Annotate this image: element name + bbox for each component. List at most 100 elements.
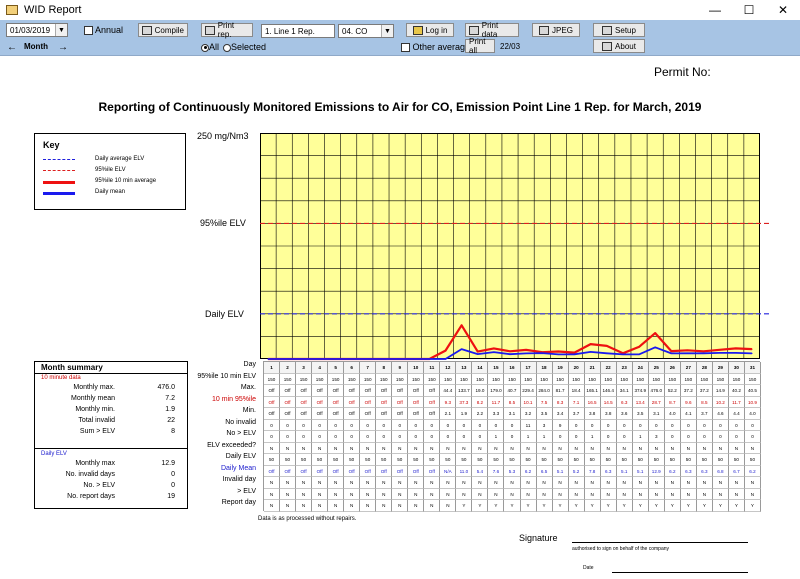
checkbox-box	[401, 43, 410, 53]
signature-note: authorised to sign on behalf of the comp…	[572, 546, 670, 552]
table-cell: 50	[424, 454, 441, 466]
jpeg-button[interactable]: JPEG	[532, 23, 580, 37]
table-row-label: 10 min 95%ile	[212, 395, 256, 403]
table-cell: 26	[664, 362, 681, 374]
table-cell: 3.1	[504, 408, 521, 420]
other-average-checkbox[interactable]: Other average	[401, 42, 470, 53]
table-cell: 1	[536, 431, 553, 443]
table-cell: 11.7	[488, 396, 505, 408]
table-cell: Off	[264, 465, 281, 477]
table-cell: 0	[472, 431, 489, 443]
about-button[interactable]: About	[593, 39, 645, 53]
table-cell: N	[520, 442, 537, 454]
table-cell: 28.7	[648, 396, 665, 408]
table-cell: 44.4	[440, 385, 457, 397]
table-cell: N	[408, 477, 425, 489]
table-cell: 6	[344, 362, 361, 374]
date-value: 01/03/2019	[10, 25, 51, 35]
table-cell: 9.6	[680, 396, 697, 408]
table-cell: N	[584, 477, 601, 489]
radio-all[interactable]: All	[201, 42, 219, 52]
table-cell: Off	[312, 396, 329, 408]
setup-button[interactable]: Setup	[593, 23, 645, 37]
signature-line	[572, 542, 748, 543]
table-cell: 0	[632, 419, 649, 431]
table-cell: Off	[360, 396, 377, 408]
summary-row-label: Monthly max.	[73, 384, 115, 391]
minimize-button[interactable]: —	[709, 3, 721, 17]
table-cell: Off	[344, 385, 361, 397]
table-cell: N	[264, 477, 281, 489]
table-cell: N	[376, 500, 393, 512]
table-cell: 8.2	[472, 396, 489, 408]
chevron-down-icon: ▼	[55, 24, 67, 36]
about-label: About	[615, 41, 636, 51]
next-month-arrow[interactable]: →	[58, 42, 68, 53]
table-cell: 10	[408, 362, 425, 374]
table-cell: 10.9	[744, 396, 761, 408]
login-button[interactable]: Log in	[406, 23, 454, 37]
table-cell: 0	[696, 419, 713, 431]
table-cell: 3.2	[520, 408, 537, 420]
date-label: Date	[583, 565, 594, 571]
table-cell: 165.1	[584, 385, 601, 397]
table-cell: 1	[520, 431, 537, 443]
location-field[interactable]: 1. Line 1 Rep.	[261, 24, 335, 38]
table-cell: 150	[504, 373, 521, 385]
table-cell: 150	[520, 373, 537, 385]
table-cell: 1.9	[456, 408, 473, 420]
table-cell: Y	[504, 500, 521, 512]
table-cell: 0	[648, 419, 665, 431]
table-cell: 4	[312, 362, 329, 374]
radio-selected-label: Selected	[231, 42, 267, 52]
table-cell: 0	[280, 431, 297, 443]
table-cell: 0	[344, 431, 361, 443]
compile-icon	[142, 25, 152, 35]
table-cell: 8.3	[552, 396, 569, 408]
table-cell: 13.4	[632, 396, 649, 408]
table-cell: 0	[376, 419, 393, 431]
table-cell: N/A	[440, 465, 457, 477]
table-cell: Y	[520, 500, 537, 512]
compile-button[interactable]: Compile	[138, 23, 188, 37]
table-cell: 150	[616, 373, 633, 385]
table-cell: 6.5	[536, 465, 553, 477]
table-cell: N	[376, 442, 393, 454]
table-cell: 6.2	[664, 465, 681, 477]
table-cell: N	[600, 442, 617, 454]
table-cell: 284.0	[536, 385, 553, 397]
table-row-label: Invalid day	[222, 476, 256, 483]
table-cell: 0	[440, 431, 457, 443]
print-data-button[interactable]: Print data	[465, 21, 519, 39]
annual-checkbox[interactable]: Annual	[84, 25, 123, 36]
table-cell: 24	[632, 362, 649, 374]
table-cell: 50	[328, 454, 345, 466]
pollutant-select[interactable]: 04. CO ▼	[338, 24, 394, 38]
radio-selected[interactable]: Selected	[223, 42, 266, 52]
signature-label: Signature	[519, 533, 558, 543]
print-all-button[interactable]: Print all	[465, 37, 495, 55]
table-cell: 4.0	[744, 408, 761, 420]
table-cell: N	[648, 442, 665, 454]
maximize-button[interactable]: ☐	[743, 3, 755, 17]
table-cell: Y	[744, 500, 761, 512]
table-cell: 0	[600, 419, 617, 431]
table-cell: 374.9	[632, 385, 649, 397]
date-select[interactable]: 01/03/2019 ▼	[6, 23, 68, 37]
table-cell: Y	[632, 500, 649, 512]
table-cell: N	[264, 442, 281, 454]
table-cell: 6.3	[680, 465, 697, 477]
table-cell: N	[536, 442, 553, 454]
table-cell: Y	[680, 500, 697, 512]
table-cell: N	[472, 442, 489, 454]
table-cell: N	[552, 488, 569, 500]
close-button[interactable]: ✕	[777, 3, 789, 17]
print-rep-button[interactable]: Print rep.	[201, 21, 253, 39]
table-cell: 81.7	[552, 385, 569, 397]
table-cell: Off	[360, 408, 377, 420]
table-cell: N	[328, 442, 345, 454]
table-cell: 5	[328, 362, 345, 374]
prev-month-arrow[interactable]: ←	[7, 42, 17, 53]
table-cell: N	[584, 442, 601, 454]
radio-all-label: All	[209, 42, 220, 52]
